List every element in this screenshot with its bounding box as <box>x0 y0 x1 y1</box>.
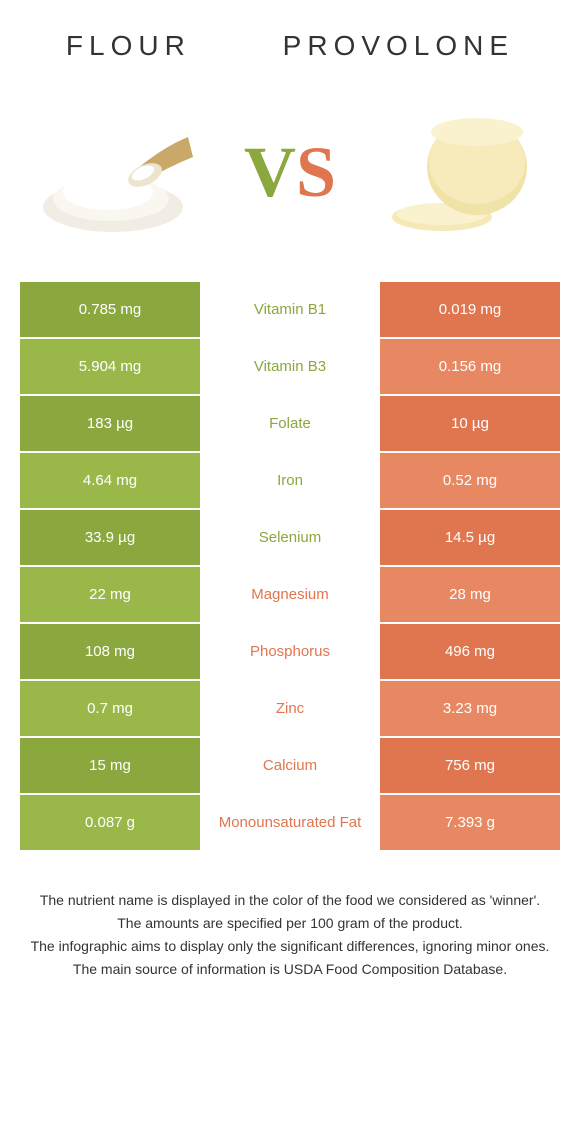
nutrient-name: Magnesium <box>200 567 380 622</box>
value-left: 15 mg <box>20 738 200 793</box>
value-left: 183 µg <box>20 396 200 451</box>
value-left: 0.7 mg <box>20 681 200 736</box>
nutrient-table: 0.785 mgVitamin B10.019 mg5.904 mgVitami… <box>20 282 560 850</box>
infographic-container: FLOUR PROVOLONE VS 0 <box>0 0 580 980</box>
value-right: 0.156 mg <box>380 339 560 394</box>
value-left: 33.9 µg <box>20 510 200 565</box>
value-right: 14.5 µg <box>380 510 560 565</box>
table-row: 33.9 µgSelenium14.5 µg <box>20 510 560 565</box>
table-row: 0.087 gMonounsaturated Fat7.393 g <box>20 795 560 850</box>
table-row: 22 mgMagnesium28 mg <box>20 567 560 622</box>
table-row: 5.904 mgVitamin B30.156 mg <box>20 339 560 394</box>
nutrient-name: Phosphorus <box>200 624 380 679</box>
value-right: 28 mg <box>380 567 560 622</box>
table-row: 15 mgCalcium756 mg <box>20 738 560 793</box>
footer-line: The nutrient name is displayed in the co… <box>30 890 550 911</box>
flour-image <box>28 102 208 242</box>
value-left: 4.64 mg <box>20 453 200 508</box>
title-left: FLOUR <box>66 30 191 62</box>
value-left: 108 mg <box>20 624 200 679</box>
table-row: 183 µgFolate10 µg <box>20 396 560 451</box>
value-right: 0.019 mg <box>380 282 560 337</box>
value-right: 0.52 mg <box>380 453 560 508</box>
footer-line: The amounts are specified per 100 gram o… <box>30 913 550 934</box>
footer-line: The main source of information is USDA F… <box>30 959 550 980</box>
nutrient-name: Selenium <box>200 510 380 565</box>
vs-label: VS <box>244 131 336 214</box>
value-left: 5.904 mg <box>20 339 200 394</box>
value-left: 22 mg <box>20 567 200 622</box>
header: FLOUR PROVOLONE <box>0 0 580 82</box>
table-row: 4.64 mgIron0.52 mg <box>20 453 560 508</box>
title-right: PROVOLONE <box>283 30 514 62</box>
vs-v: V <box>244 132 296 212</box>
nutrient-name: Zinc <box>200 681 380 736</box>
table-row: 0.7 mgZinc3.23 mg <box>20 681 560 736</box>
value-right: 496 mg <box>380 624 560 679</box>
nutrient-name: Calcium <box>200 738 380 793</box>
nutrient-name: Folate <box>200 396 380 451</box>
value-left: 0.785 mg <box>20 282 200 337</box>
table-row: 108 mgPhosphorus496 mg <box>20 624 560 679</box>
provolone-image <box>372 102 552 242</box>
footer-line: The infographic aims to display only the… <box>30 936 550 957</box>
nutrient-name: Vitamin B1 <box>200 282 380 337</box>
table-row: 0.785 mgVitamin B10.019 mg <box>20 282 560 337</box>
vs-section: VS <box>0 82 580 282</box>
nutrient-name: Iron <box>200 453 380 508</box>
value-right: 756 mg <box>380 738 560 793</box>
footer-notes: The nutrient name is displayed in the co… <box>30 890 550 980</box>
nutrient-name: Vitamin B3 <box>200 339 380 394</box>
value-left: 0.087 g <box>20 795 200 850</box>
value-right: 7.393 g <box>380 795 560 850</box>
nutrient-name: Monounsaturated Fat <box>200 795 380 850</box>
vs-s: S <box>296 132 336 212</box>
value-right: 10 µg <box>380 396 560 451</box>
value-right: 3.23 mg <box>380 681 560 736</box>
